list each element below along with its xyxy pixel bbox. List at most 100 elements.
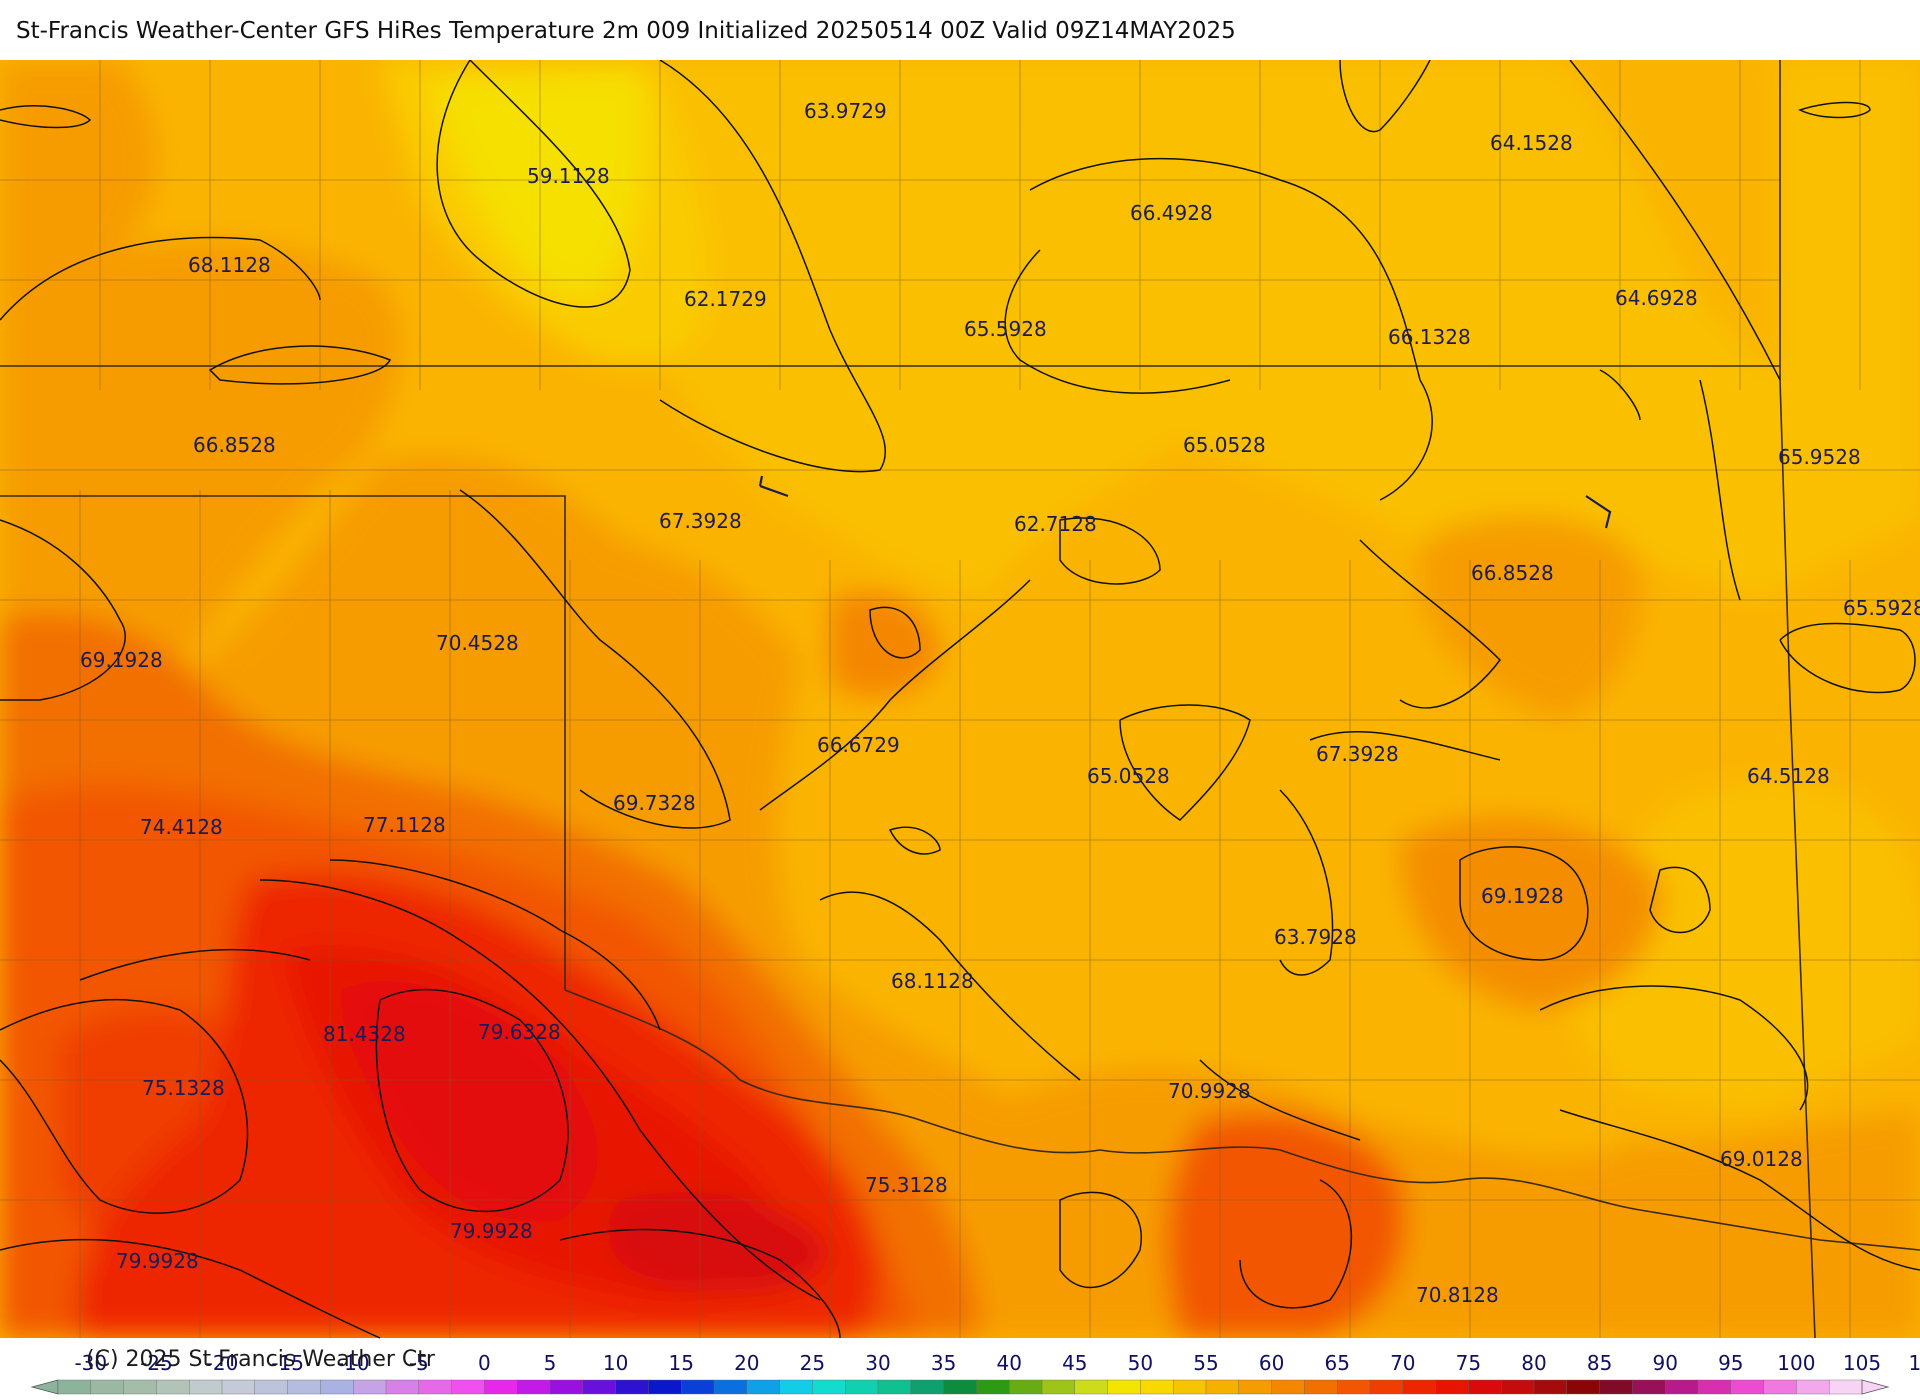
colorbar-tick-label: 10 [603, 1351, 628, 1375]
colorbar-tick-label: 5 [544, 1351, 557, 1375]
temp-label: 62.1729 [684, 287, 767, 311]
colorbar-swatch [1140, 1379, 1174, 1395]
colorbar-swatch [1009, 1379, 1043, 1395]
temperature-map[interactable]: 63.9729 59.1128 62.1729 68.1128 65.5928 … [0, 60, 1920, 1400]
colorbar-swatch [1041, 1379, 1076, 1395]
temp-label: 75.1328 [142, 1076, 225, 1100]
colorbar-swatch [484, 1379, 518, 1395]
temp-label: 59.1128 [527, 164, 610, 188]
colorbar-swatch [1697, 1379, 1732, 1395]
colorbar-swatch [320, 1379, 354, 1395]
temp-label: 75.3128 [865, 1173, 948, 1197]
copyright-notice: (C) 2025 St Francis Weather Ctr [86, 1347, 435, 1372]
colorbar-tick-label: 30 [865, 1351, 890, 1375]
colorbar-swatch [1730, 1379, 1765, 1395]
temp-label: 67.3928 [659, 509, 742, 533]
colorbar-swatch [943, 1379, 978, 1395]
colorbar-swatch [1500, 1379, 1535, 1395]
colorbar-arrow-right [1861, 1379, 1890, 1395]
colorbar-arrow-left [30, 1379, 59, 1395]
temp-label: 67.3928 [1316, 742, 1399, 766]
temp-label: 63.9729 [804, 99, 887, 123]
colorbar-swatch [582, 1379, 617, 1395]
colorbar-swatch [1828, 1379, 1863, 1395]
colorbar-swatch [976, 1379, 1010, 1395]
colorbar-tick-label: 20 [734, 1351, 759, 1375]
colorbar-swatch [1336, 1379, 1371, 1395]
colorbar-swatch [451, 1379, 486, 1395]
colorbar-swatch [681, 1379, 715, 1395]
colorbar-swatch [1369, 1379, 1404, 1395]
colorbar-swatch [418, 1379, 453, 1395]
colorbar-swatch [549, 1379, 584, 1395]
temp-label: 65.0528 [1087, 764, 1170, 788]
colorbar-swatch [1402, 1379, 1437, 1395]
colorbar-tick-label: -10 [337, 1351, 370, 1375]
temperature-labels: 63.9729 59.1128 62.1729 68.1128 65.5928 … [80, 99, 1920, 1307]
colorbar-swatch [648, 1379, 682, 1395]
colorbar-swatch [1172, 1379, 1207, 1395]
temp-label: 65.0528 [1183, 433, 1266, 457]
colorbar-tick-label: -20 [206, 1351, 239, 1375]
map-title: St-Francis Weather-Center GFS HiRes Temp… [16, 18, 1236, 44]
temp-label: 66.4928 [1130, 201, 1213, 225]
colorbar-tick-label: 105 [1843, 1351, 1881, 1375]
colorbar-tick-label: -25 [140, 1351, 173, 1375]
temp-label: 66.6729 [817, 733, 900, 757]
colorbar-tick-label: 65 [1324, 1351, 1349, 1375]
colorbar-tick-label: 25 [800, 1351, 825, 1375]
colorbar-tick-label: -15 [271, 1351, 304, 1375]
colorbar-tick-label: 40 [996, 1351, 1021, 1375]
temp-label: 64.6928 [1615, 286, 1698, 310]
colorbar-swatch [779, 1379, 814, 1395]
colorbar-swatch [1664, 1379, 1699, 1395]
temp-label: 79.6328 [478, 1020, 561, 1044]
colorbar-swatch [1533, 1379, 1568, 1395]
colorbar-swatch [517, 1379, 551, 1395]
temp-label: 63.7928 [1274, 925, 1357, 949]
colorbar-tick-label: 75 [1456, 1351, 1481, 1375]
colorbar-swatch [1763, 1379, 1798, 1395]
colorbar-swatch [812, 1379, 846, 1395]
temp-label: 65.5928 [964, 317, 1047, 341]
colorbar-swatch [1796, 1379, 1830, 1395]
temp-label: 69.0128 [1720, 1147, 1803, 1171]
colorbar-swatch [877, 1379, 912, 1395]
colorbar-swatch [713, 1379, 748, 1395]
colorbar-swatch [1107, 1379, 1142, 1395]
temp-label: 70.9928 [1168, 1079, 1251, 1103]
colorbar-swatch [845, 1379, 879, 1395]
colorbar-tick-label: -30 [74, 1351, 107, 1375]
colorbar-swatch [1238, 1379, 1273, 1395]
colorbar-swatch [1205, 1379, 1240, 1395]
temp-label: 64.1528 [1490, 131, 1573, 155]
colorbar-swatch [385, 1379, 420, 1395]
temp-label: 62.7128 [1014, 512, 1097, 536]
colorbar-swatch [221, 1379, 256, 1395]
colorbar-tick-label: 45 [1062, 1351, 1087, 1375]
colorbar-tick-label: 100 [1777, 1351, 1815, 1375]
colorbar-swatch [156, 1379, 190, 1395]
colorbar-swatch [1074, 1379, 1109, 1395]
colorbar-swatch [1304, 1379, 1338, 1395]
temp-label: 65.9528 [1778, 445, 1861, 469]
colorbar-tick-label: 50 [1128, 1351, 1153, 1375]
temp-label: 66.1328 [1388, 325, 1471, 349]
colorbar-swatch [287, 1379, 322, 1395]
colorbar-swatch [188, 1379, 223, 1395]
colorbar-swatch [1632, 1379, 1666, 1395]
colorbar-tick-label: 55 [1193, 1351, 1218, 1375]
colorbar-swatch [90, 1379, 125, 1395]
colorbar-tick-label: -5 [409, 1351, 429, 1375]
colorbar-tick-label: 110 [1909, 1351, 1920, 1375]
colorbar-tick-label: 60 [1259, 1351, 1284, 1375]
colorbar-tick-label: 95 [1718, 1351, 1743, 1375]
colorbar-swatch [1566, 1379, 1601, 1395]
temperature-colorbar: -30 -25 -20 -15 -10 -5 0 5 10 15 20 25 30 35 40 45 50 55 6… [30, 1351, 1920, 1395]
colorbar-swatch [57, 1379, 92, 1395]
colorbar-swatch [746, 1379, 781, 1395]
colorbar-tick-label: 15 [668, 1351, 693, 1375]
colorbar-swatch [1599, 1379, 1634, 1395]
temp-label: 70.4528 [436, 631, 519, 655]
temp-label: 81.4328 [323, 1022, 406, 1046]
